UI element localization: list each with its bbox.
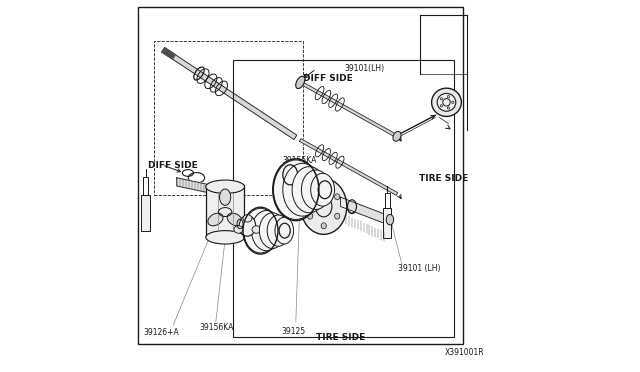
- Bar: [383, 208, 392, 238]
- Text: 39155KA: 39155KA: [283, 156, 317, 165]
- Ellipse shape: [208, 213, 223, 226]
- Ellipse shape: [437, 93, 456, 111]
- Ellipse shape: [321, 184, 326, 190]
- Ellipse shape: [335, 194, 340, 200]
- Ellipse shape: [220, 189, 230, 205]
- Text: TIRE SIDE: TIRE SIDE: [419, 174, 468, 183]
- Text: 39156KA: 39156KA: [199, 323, 234, 332]
- Ellipse shape: [393, 131, 401, 141]
- Ellipse shape: [252, 226, 261, 233]
- Text: DIFF SIDE: DIFF SIDE: [148, 161, 198, 170]
- Ellipse shape: [431, 88, 461, 116]
- Ellipse shape: [259, 213, 285, 248]
- Ellipse shape: [292, 167, 326, 213]
- Polygon shape: [162, 48, 175, 59]
- Text: 39101(LH): 39101(LH): [344, 64, 384, 73]
- Polygon shape: [300, 139, 397, 195]
- Polygon shape: [162, 48, 297, 140]
- Ellipse shape: [296, 76, 305, 89]
- Polygon shape: [340, 197, 387, 224]
- Ellipse shape: [206, 231, 244, 244]
- Ellipse shape: [206, 180, 244, 193]
- Ellipse shape: [301, 179, 347, 234]
- Polygon shape: [300, 81, 397, 138]
- Bar: [141, 195, 150, 231]
- Ellipse shape: [234, 226, 243, 233]
- Ellipse shape: [308, 194, 313, 200]
- Text: 39125: 39125: [281, 327, 305, 336]
- Ellipse shape: [267, 215, 289, 246]
- Ellipse shape: [243, 215, 252, 222]
- Ellipse shape: [275, 217, 294, 244]
- Text: DIFF SIDE: DIFF SIDE: [303, 74, 353, 83]
- Text: X391001R: X391001R: [445, 348, 484, 357]
- Bar: [138, 7, 463, 344]
- Text: 39126+A: 39126+A: [143, 328, 179, 337]
- Bar: [385, 193, 390, 208]
- Ellipse shape: [283, 163, 322, 216]
- Ellipse shape: [310, 173, 335, 206]
- Bar: [206, 185, 244, 237]
- Polygon shape: [177, 178, 207, 192]
- Ellipse shape: [321, 223, 326, 229]
- Ellipse shape: [252, 211, 282, 251]
- Bar: [154, 41, 303, 195]
- Ellipse shape: [273, 160, 318, 219]
- Bar: [143, 177, 148, 195]
- Ellipse shape: [386, 214, 394, 225]
- Ellipse shape: [335, 213, 340, 219]
- Ellipse shape: [308, 213, 313, 219]
- Ellipse shape: [227, 213, 243, 226]
- Ellipse shape: [244, 208, 277, 253]
- Text: TIRE SIDE: TIRE SIDE: [316, 333, 365, 342]
- Ellipse shape: [239, 215, 255, 236]
- Ellipse shape: [301, 170, 330, 209]
- Text: 39101 (LH): 39101 (LH): [398, 264, 440, 273]
- Bar: [232, 60, 454, 337]
